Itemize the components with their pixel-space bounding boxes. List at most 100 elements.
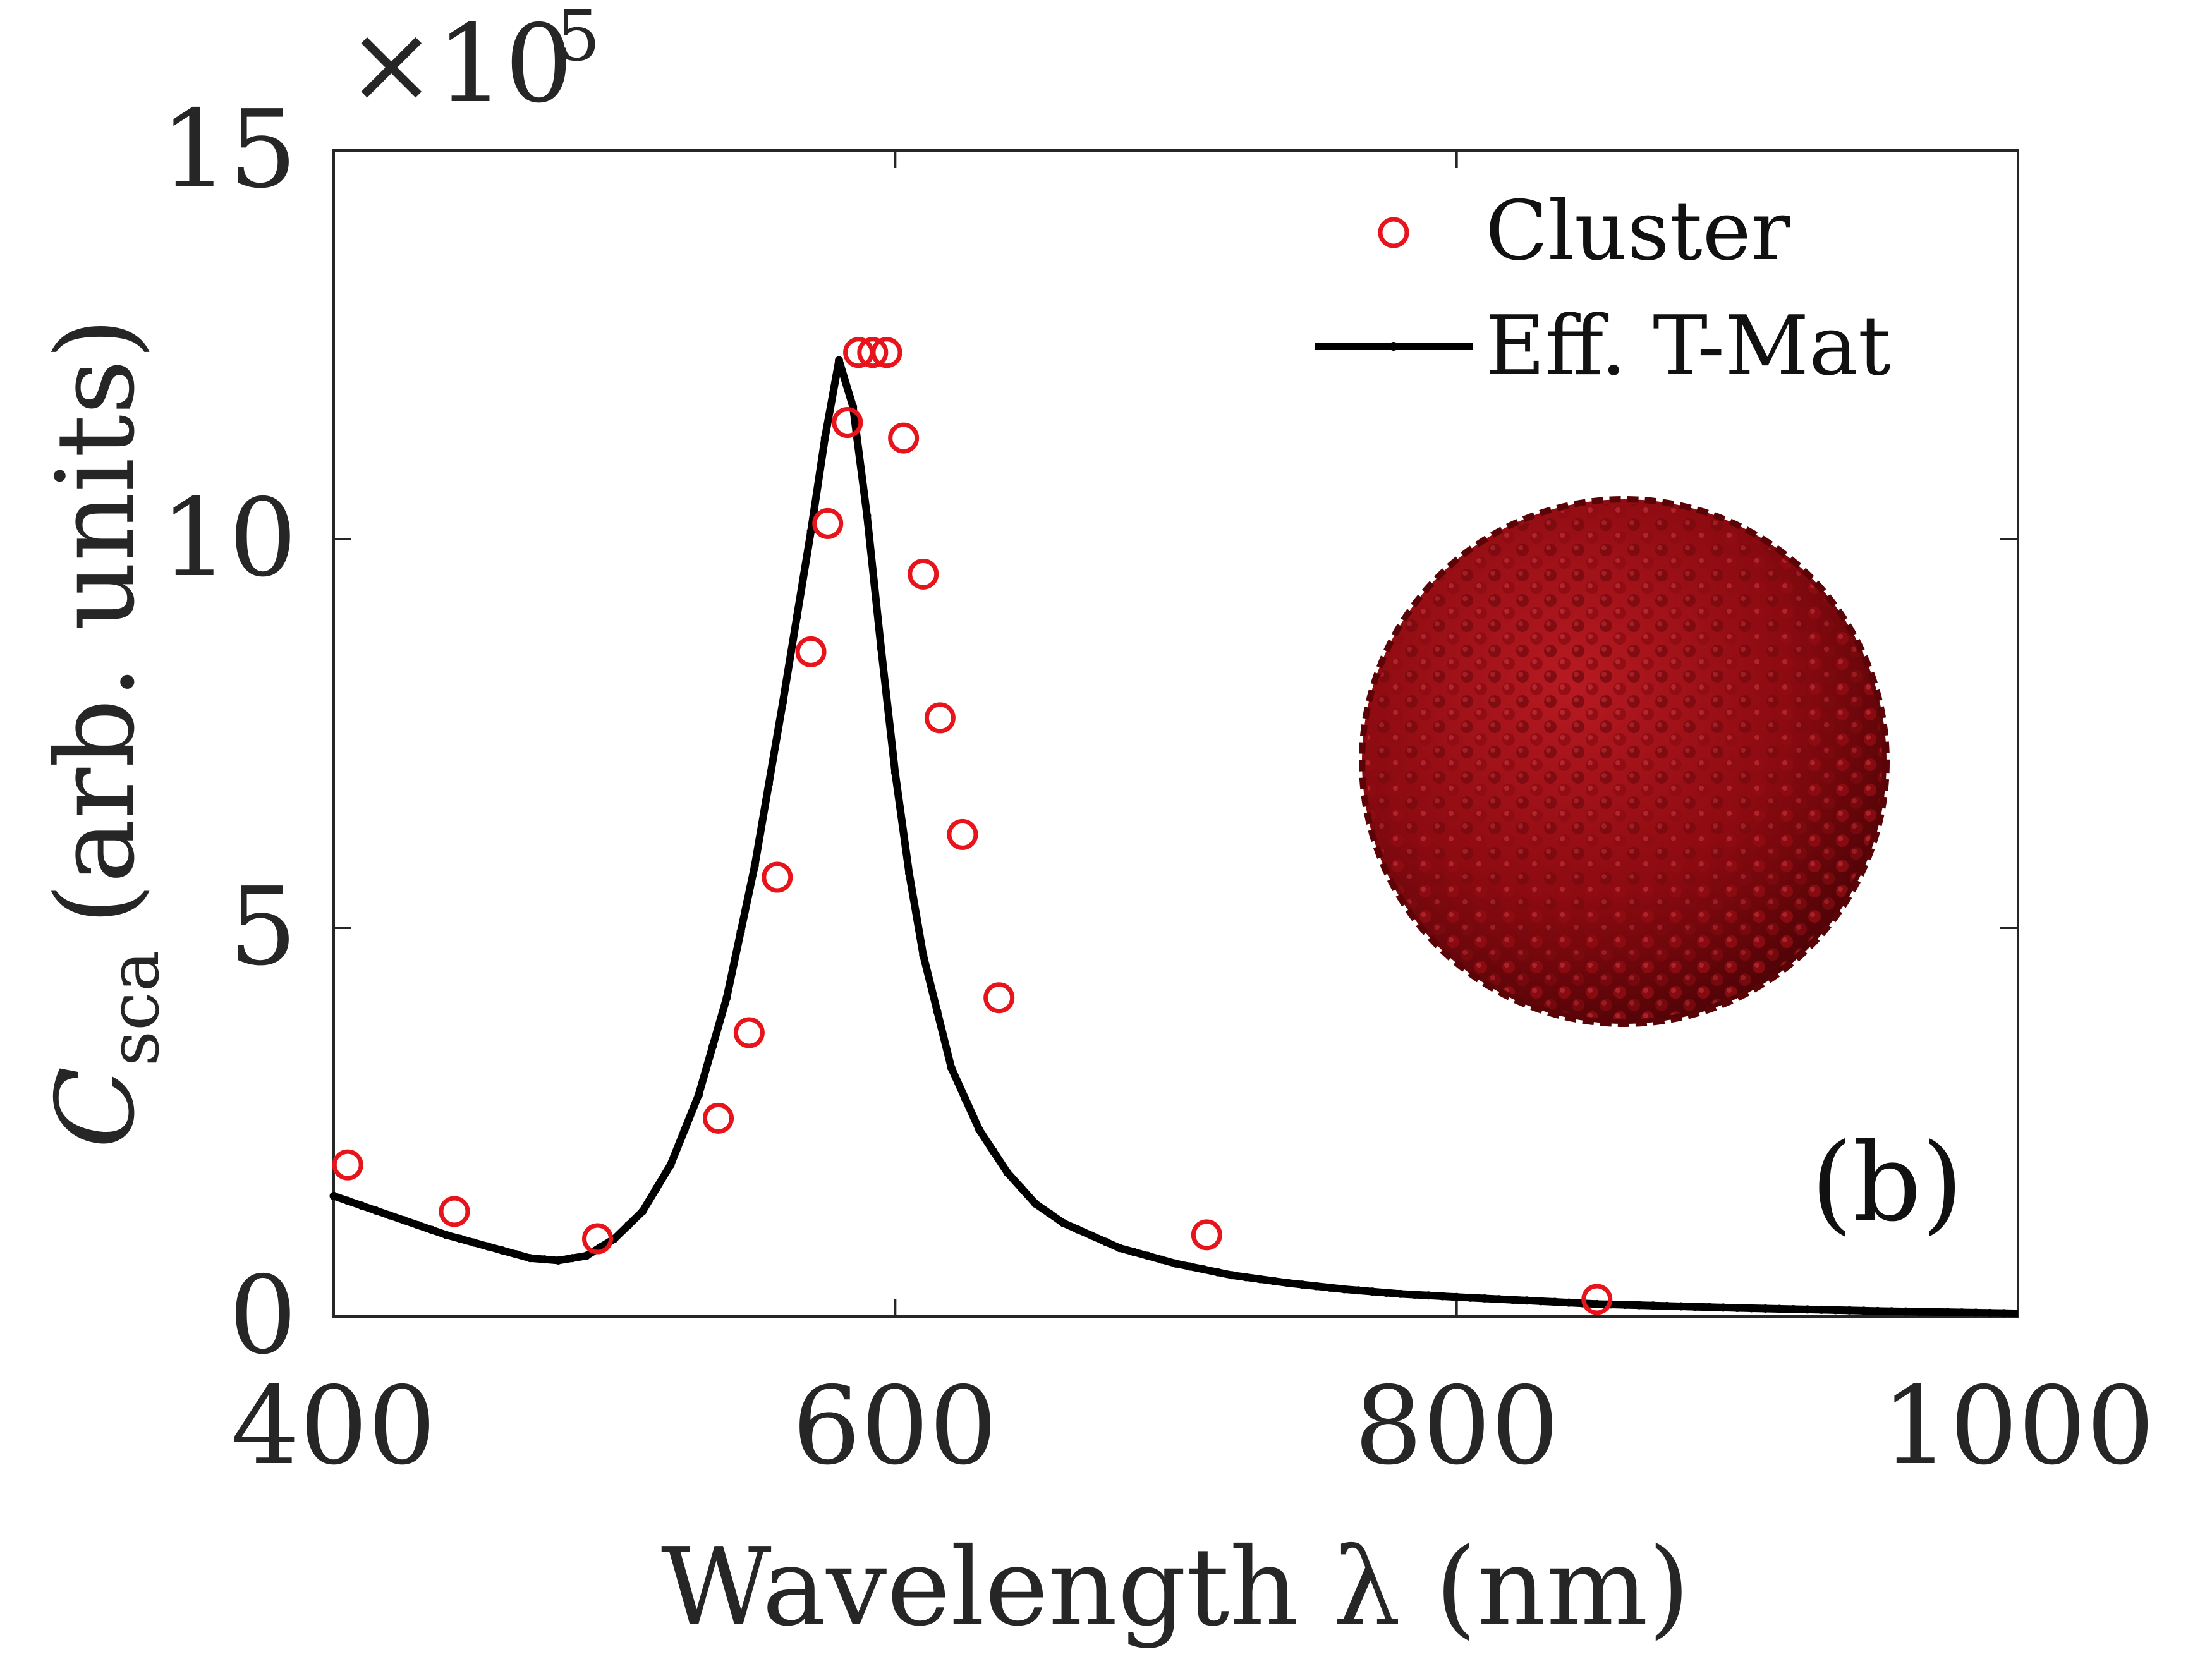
eff-tmat-point	[1186, 1262, 1194, 1271]
eff-tmat-point	[1031, 1200, 1040, 1208]
eff-tmat-point	[1452, 1292, 1461, 1301]
eff-tmat-point	[540, 1255, 549, 1264]
eff-tmat-point	[470, 1238, 478, 1247]
eff-tmat-point	[1326, 1283, 1335, 1292]
eff-tmat-point	[483, 1242, 492, 1251]
x-tick-label-600: 600	[793, 1364, 997, 1489]
cluster-point	[1581, 1284, 1613, 1315]
eff-tmat-point	[1045, 1209, 1054, 1218]
eff-tmat-point	[1410, 1291, 1419, 1299]
eff-tmat-point	[1957, 1308, 1966, 1317]
cluster-point	[983, 982, 1015, 1014]
eff-tmat-point	[624, 1220, 633, 1229]
cluster-point	[871, 337, 902, 368]
eff-tmat-point	[1270, 1277, 1279, 1285]
eff-tmat-point	[961, 1095, 969, 1103]
cluster-point	[733, 1017, 765, 1048]
eff-tmat-point	[413, 1220, 422, 1229]
cluster-point	[795, 636, 827, 667]
eff-tmat-point	[1859, 1306, 1868, 1315]
eff-tmat-point	[1129, 1248, 1138, 1256]
eff-tmat-point	[1733, 1303, 1742, 1312]
cluster-point	[908, 558, 939, 590]
eff-tmat-point	[1887, 1307, 1896, 1316]
eff-tmat-point	[736, 927, 745, 936]
eff-tmat-point	[1396, 1289, 1405, 1298]
eff-tmat-point	[554, 1256, 562, 1265]
eff-tmat-point	[1986, 1308, 1995, 1317]
eff-tmat-point	[1509, 1296, 1517, 1304]
cluster-point	[703, 1102, 734, 1134]
eff-tmat-point	[1522, 1296, 1531, 1305]
y-tick-label-10: 10	[161, 476, 297, 601]
cluster-point	[1191, 1219, 1222, 1251]
eff-tmat-point	[666, 1160, 675, 1169]
legend-label-eff-tmat: Eff. T-Mat	[1485, 298, 1891, 394]
eff-tmat-point	[947, 1063, 956, 1072]
eff-tmat-point	[1368, 1287, 1376, 1296]
eff-tmat-point	[1172, 1259, 1180, 1268]
legend-label-cluster: Cluster	[1485, 183, 1791, 279]
panel-label: (b)	[1811, 1121, 1963, 1246]
eff-tmat-point	[1297, 1280, 1306, 1289]
eff-tmat-point	[568, 1254, 577, 1263]
cluster-point	[947, 818, 978, 850]
eff-tmat-point	[820, 434, 829, 442]
eff-tmat-point	[1634, 1301, 1643, 1310]
eff-tmat-point	[512, 1250, 521, 1259]
eff-tmat-point	[1691, 1303, 1699, 1311]
eff-tmat-point	[1971, 1308, 1980, 1317]
eff-tmat-point	[1831, 1306, 1840, 1315]
eff-tmat-point	[1003, 1168, 1012, 1177]
eff-tmat-point	[1761, 1304, 1770, 1313]
eff-tmat-point	[1916, 1307, 1924, 1316]
y-tick-label-15: 15	[161, 87, 297, 212]
eff-tmat-point	[863, 511, 872, 520]
cluster-point	[924, 702, 956, 734]
eff-tmat-point	[722, 994, 731, 1002]
eff-tmat-point	[1845, 1306, 1854, 1315]
y-tick-labels: 0 5 10 15	[161, 87, 297, 1378]
eff-tmat-point	[1663, 1301, 1672, 1310]
eff-tmat-point	[1157, 1255, 1166, 1264]
eff-tmat-point	[399, 1216, 408, 1225]
eff-tmat-point	[694, 1090, 703, 1099]
eff-tmat-point	[919, 951, 928, 959]
eff-tmat-point	[1073, 1225, 1082, 1234]
eff-tmat-point	[680, 1126, 689, 1134]
eff-tmat-point	[1873, 1306, 1882, 1315]
eff-tmat-point	[1677, 1302, 1686, 1311]
plot-area	[332, 149, 2019, 1318]
eff-tmat-point	[357, 1201, 366, 1210]
eff-tmat-point	[1747, 1304, 1756, 1313]
cluster-point	[857, 337, 889, 368]
cluster-point	[582, 1223, 614, 1255]
cluster-point	[332, 1149, 363, 1181]
y-multiplier: ×10 5	[346, 0, 600, 127]
cluster-point	[812, 507, 844, 539]
eff-tmat-point	[526, 1254, 535, 1263]
x-tick-labels: 400 600 800 1000	[231, 1364, 2155, 1489]
y-axis-title-sub: sca	[94, 951, 174, 1067]
eff-tmat-point	[1213, 1268, 1222, 1277]
eff-tmat-point	[890, 768, 899, 777]
eff-tmat-point	[764, 779, 773, 788]
legend-marker-cluster	[1378, 217, 1409, 248]
eff-tmat-point	[1901, 1307, 1910, 1316]
svg-text:Csca(arb. units): Csca (arb. units)	[33, 318, 174, 1149]
eff-tmat-point	[442, 1231, 451, 1239]
eff-tmat-point	[1494, 1295, 1503, 1304]
eff-tmat-point	[877, 643, 885, 652]
eff-tmat-point	[1424, 1291, 1433, 1300]
eff-tmat-point	[652, 1184, 661, 1193]
eff-tmat-point	[1705, 1303, 1713, 1311]
x-tick-label-1000: 1000	[1881, 1364, 2155, 1489]
y-tick-label-5: 5	[229, 865, 297, 990]
eff-tmat-point	[1312, 1282, 1321, 1291]
y-axis-title-main: C	[33, 1066, 159, 1148]
eff-tmat-point	[1340, 1285, 1349, 1294]
x-tick-label-800: 800	[1354, 1364, 1559, 1489]
eff-tmat-point	[1256, 1275, 1265, 1284]
eff-tmat-point	[1200, 1265, 1208, 1274]
